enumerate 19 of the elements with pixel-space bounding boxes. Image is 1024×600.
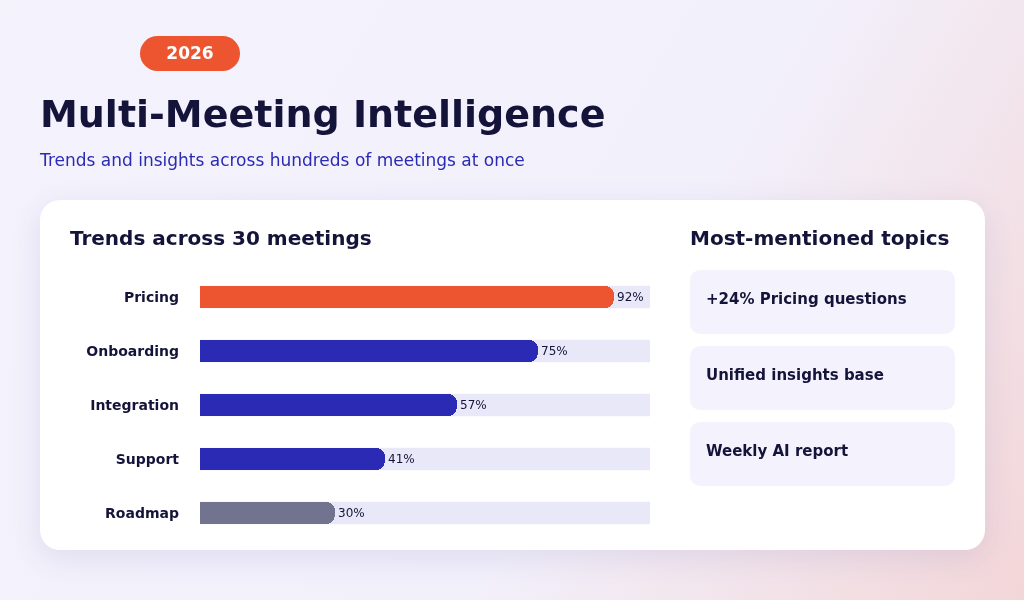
bar — [200, 502, 335, 524]
text: Most-mentioned topics — [690, 226, 951, 250]
data-label: 30% — [338, 506, 365, 520]
text: +24% Pricing questions — [690, 270, 955, 334]
y-tick-label: Integration — [90, 396, 179, 413]
text: 2026 — [140, 36, 240, 71]
data-label: 57% — [460, 398, 487, 412]
text: Trends across 30 meetings — [70, 226, 372, 250]
text: Weekly AI report — [690, 422, 955, 486]
data-label: 92% — [617, 290, 644, 304]
data-label: 41% — [388, 452, 415, 466]
text: Unified insights base — [690, 346, 955, 410]
y-tick-label: Roadmap — [105, 504, 179, 521]
data-label: 75% — [541, 344, 568, 358]
chart-subtitle: Trends and insights across hundreds of meetings at once — [40, 150, 525, 170]
y-tick-label: Support — [115, 450, 180, 467]
chart-title: Multi-Meeting Intelligence — [40, 92, 606, 136]
y-tick-label: Onboarding — [86, 342, 179, 359]
y-tick-label: Pricing — [123, 288, 179, 305]
